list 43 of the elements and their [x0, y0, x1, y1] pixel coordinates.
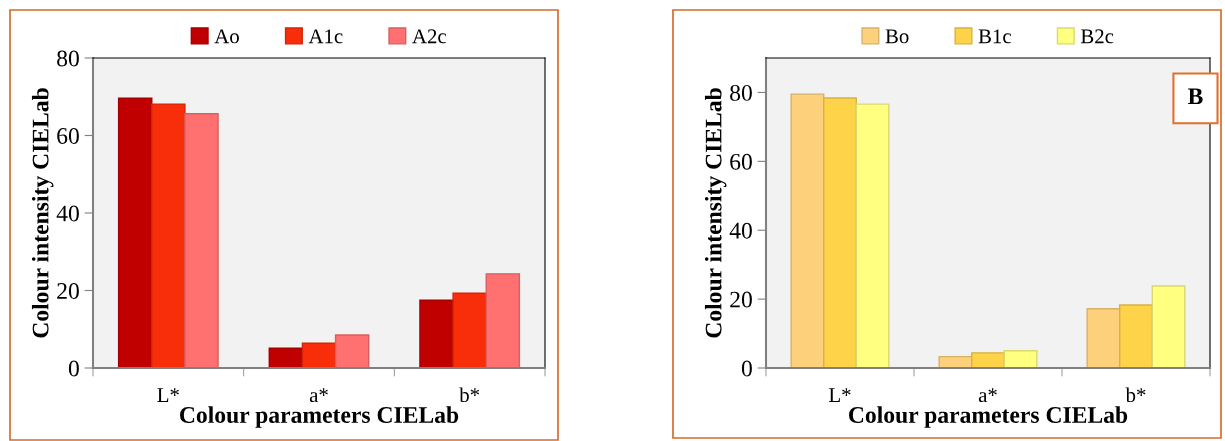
annotation: B	[1187, 88, 1203, 105]
y-axis-title: Colour intensity CIELab	[704, 88, 727, 338]
bar	[1086, 308, 1121, 368]
bar	[1003, 350, 1038, 368]
legend-label: B2c	[1080, 29, 1114, 44]
x-tick-label: L*	[829, 388, 851, 402]
legend-label: A1c	[308, 29, 343, 44]
y-tick-label: 80	[57, 50, 79, 67]
y-tick-label: 0	[741, 360, 752, 377]
bar	[823, 97, 857, 368]
bar	[301, 342, 337, 368]
bar	[855, 103, 890, 368]
bar	[1151, 285, 1186, 368]
y-tick-label: 80	[730, 84, 752, 101]
bar	[419, 299, 454, 368]
y-axis-title: Colour intensity CIELab	[31, 88, 54, 338]
x-axis-title: Colour parameters CIELab	[180, 406, 459, 428]
x-tick-label: b*	[1125, 387, 1146, 403]
y-tick-label: 20	[57, 282, 79, 299]
y-tick-label: 0	[68, 360, 79, 377]
legend-label: Ao	[214, 29, 239, 44]
bar	[971, 352, 1005, 368]
y-tick-label: 60	[57, 127, 79, 144]
legend-label: A2c	[412, 29, 447, 44]
bar	[151, 103, 186, 368]
y-tick-label: 60	[730, 153, 752, 170]
y-tick-label: 20	[730, 291, 752, 308]
bar	[184, 113, 219, 368]
bar	[1119, 304, 1153, 368]
x-tick-label: a*	[309, 388, 328, 403]
x-axis-title: Colour parameters CIELab	[849, 406, 1128, 428]
y-tick-label: 40	[729, 222, 752, 239]
bar	[790, 93, 825, 368]
x-tick-label: b*	[459, 387, 480, 403]
bar	[334, 334, 370, 368]
legend-label: B1c	[978, 29, 1011, 44]
x-tick-label: a*	[978, 388, 997, 403]
x-tick-label: L*	[157, 388, 179, 402]
y-tick-label: 40	[56, 205, 79, 222]
bar	[117, 97, 153, 368]
bar	[452, 292, 487, 368]
legend-label: Bo	[885, 29, 909, 44]
bar	[485, 273, 521, 368]
